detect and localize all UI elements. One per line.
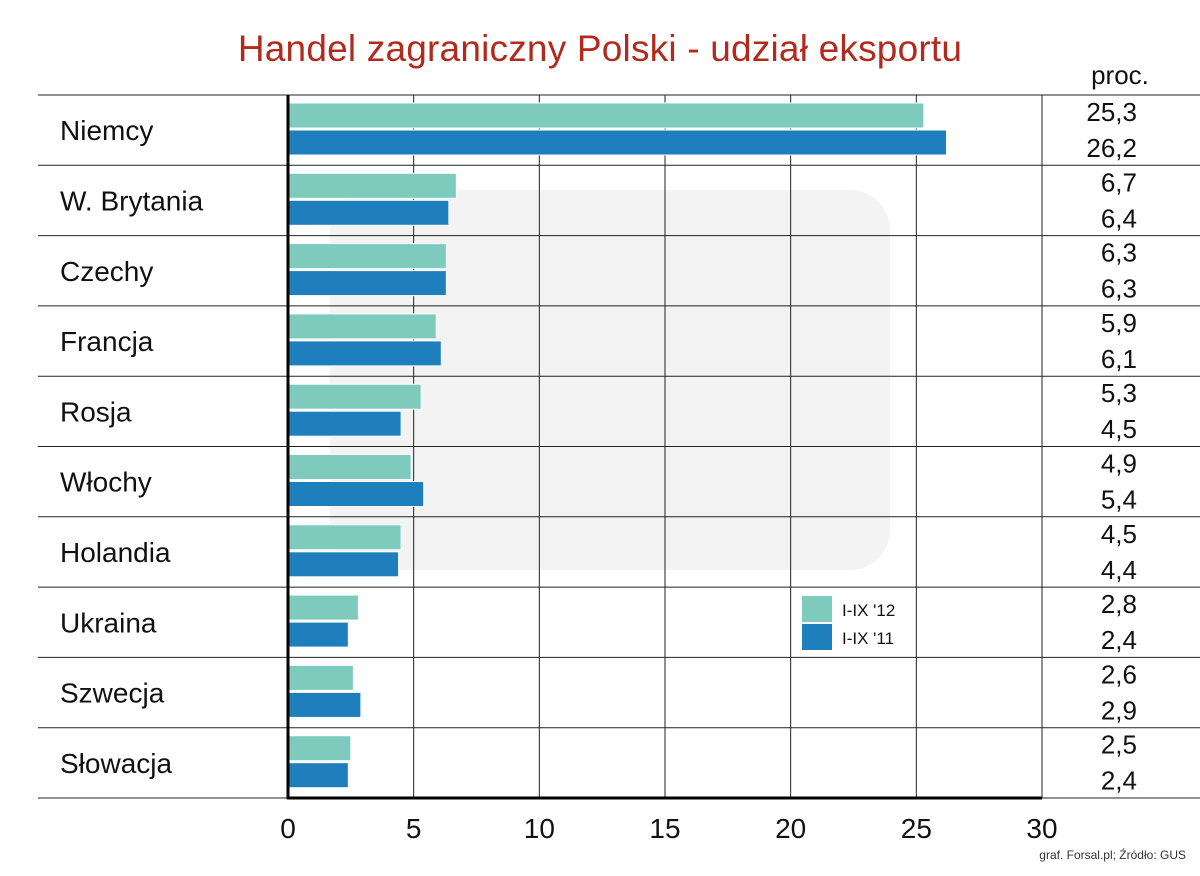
x-tick-label: 25	[901, 813, 932, 844]
value-label-2011: 26,2	[1086, 133, 1137, 163]
x-tick-label: 15	[649, 813, 680, 844]
value-label-2011: 6,3	[1101, 274, 1137, 304]
bar-series-2012	[287, 454, 412, 480]
bar-series-2012	[287, 102, 925, 129]
bar-series-2012	[287, 524, 402, 551]
legend-swatch-2011	[802, 624, 832, 650]
bar-series-2011	[287, 691, 362, 718]
category-label: Ukraina	[60, 607, 157, 638]
category-label: Słowacja	[60, 748, 172, 779]
category-label: Szwecja	[60, 678, 165, 709]
x-tick-label: 5	[406, 813, 422, 844]
bar-series-2012	[287, 594, 359, 621]
bar-series-2011	[287, 129, 947, 156]
bar-series-2012	[287, 172, 457, 199]
background-cart-shape	[330, 190, 890, 570]
legend-swatch-2012	[802, 596, 832, 622]
value-label-2011: 2,4	[1101, 625, 1137, 655]
value-label-2012: 4,5	[1101, 519, 1137, 549]
value-label-2011: 6,1	[1101, 344, 1137, 374]
bar-series-2011	[287, 481, 425, 507]
value-label-2012: 2,6	[1101, 659, 1137, 689]
value-label-2012: 6,7	[1101, 167, 1137, 197]
category-label: Czechy	[60, 256, 153, 287]
bar-series-2012	[287, 735, 352, 762]
bar-series-2012	[287, 313, 437, 340]
bar-series-2012	[287, 383, 422, 410]
value-label-2012: 5,3	[1101, 378, 1137, 408]
value-label-2012: 4,9	[1101, 449, 1137, 479]
value-label-2012: 2,5	[1101, 730, 1137, 760]
source-note: graf. Forsal.pl; Źródło: GUS	[1039, 848, 1186, 862]
value-label-2011: 5,4	[1101, 485, 1137, 515]
bar-series-2011	[287, 762, 349, 789]
x-tick-label: 20	[775, 813, 806, 844]
unit-label: proc.	[1091, 60, 1149, 90]
category-label: Niemcy	[60, 115, 153, 146]
x-tick-label: 0	[280, 813, 296, 844]
category-label: Francja	[60, 326, 154, 357]
x-tick-label: 30	[1026, 813, 1057, 844]
value-label-2011: 2,9	[1101, 695, 1137, 725]
value-label-2011: 4,4	[1101, 555, 1137, 585]
value-label-2012: 6,3	[1101, 238, 1137, 268]
bar-series-2011	[287, 621, 349, 648]
bar-series-2011	[287, 199, 450, 226]
legend-label-2012: I-IX '12	[842, 601, 895, 620]
value-label-2012: 2,8	[1101, 589, 1137, 619]
category-label: Włochy	[60, 467, 152, 498]
value-label-2012: 25,3	[1086, 97, 1137, 127]
bar-series-2011	[287, 551, 400, 578]
bar-series-2011	[287, 270, 447, 297]
value-label-2012: 5,9	[1101, 308, 1137, 338]
category-label: Holandia	[60, 537, 171, 568]
value-label-2011: 4,5	[1101, 414, 1137, 444]
value-label-2011: 2,4	[1101, 766, 1137, 796]
chart-title: Handel zagraniczny Polski - udział ekspo…	[237, 28, 963, 69]
bar-series-2011	[287, 410, 402, 437]
bar-series-2012	[287, 664, 354, 691]
category-label: Rosja	[60, 396, 132, 427]
bar-series-2012	[287, 243, 447, 270]
x-tick-label: 10	[524, 813, 555, 844]
category-label: W. Brytania	[60, 185, 204, 216]
legend-label-2011: I-IX '11	[842, 629, 894, 648]
value-label-2011: 6,4	[1101, 203, 1137, 233]
bar-series-2011	[287, 340, 442, 367]
